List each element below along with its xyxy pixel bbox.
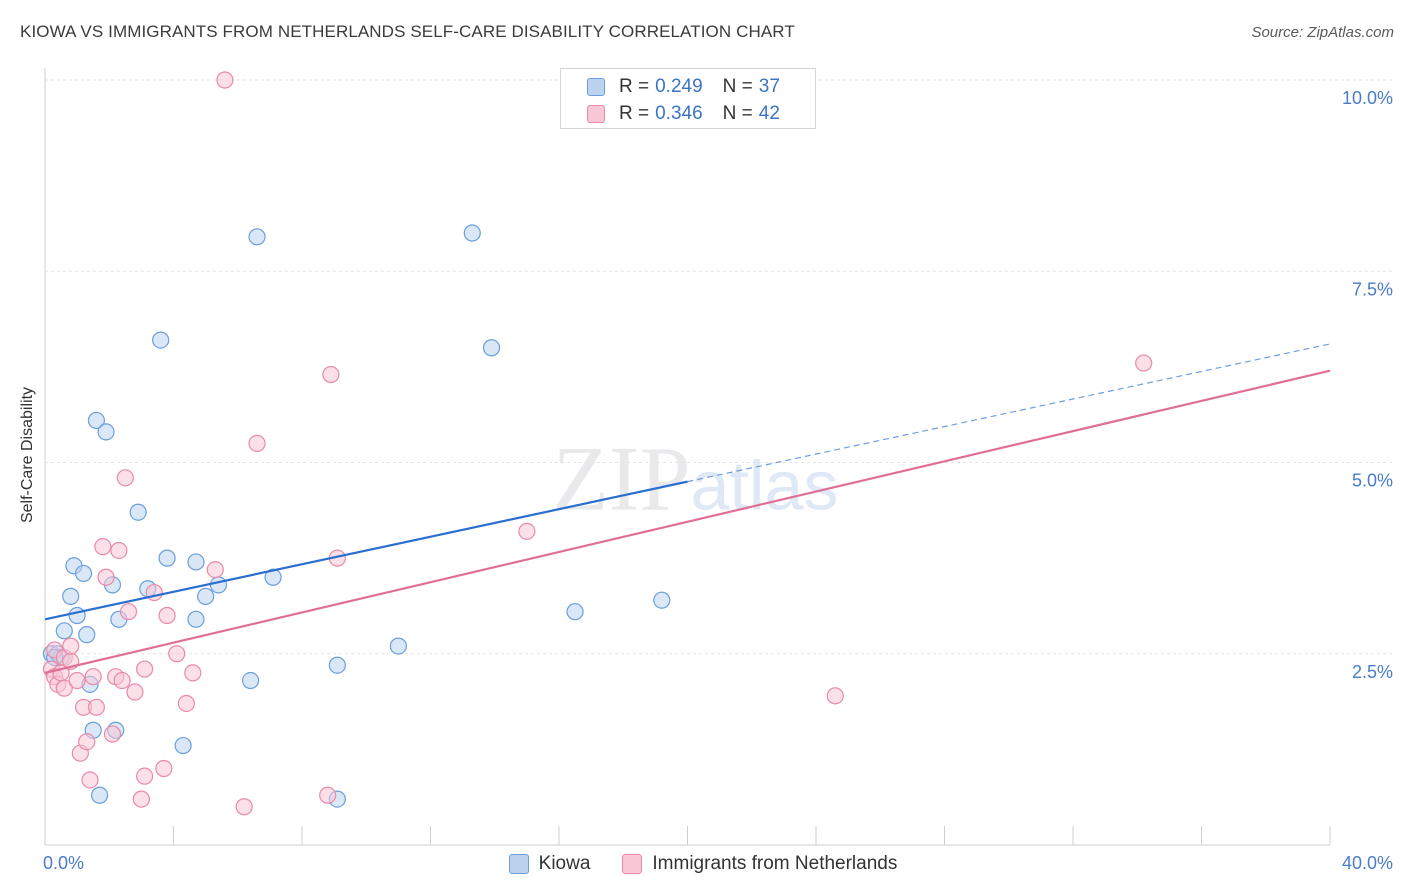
netherlands-point (155, 759, 173, 778)
source-label: Source: ZipAtlas.com (1251, 24, 1394, 41)
kiowa-point (152, 331, 170, 349)
netherlands-point (826, 687, 844, 705)
legend-item-netherlands[interactable]: Immigrants from Netherlands (622, 853, 897, 875)
netherlands-point (119, 603, 138, 621)
kiowa-point (328, 656, 346, 674)
netherlands-point (68, 671, 86, 690)
kiowa-point (264, 568, 282, 586)
netherlands-point (158, 606, 176, 625)
netherlands-point (62, 637, 80, 655)
netherlands-point (168, 645, 186, 663)
kiowa-point (174, 736, 192, 755)
n-label: N = (722, 76, 753, 97)
netherlands-point (177, 694, 195, 713)
y-tick-label: 7.5% (1352, 279, 1393, 299)
netherlands-point (81, 771, 99, 789)
netherlands-point (518, 522, 536, 540)
legend-label-kiowa: Kiowa (538, 853, 591, 874)
legend-swatch-netherlands (622, 854, 643, 874)
netherlands-point (84, 668, 102, 686)
netherlands-point (184, 664, 202, 682)
y-tick-label: 10.0% (1342, 88, 1393, 108)
kiowa-point (187, 610, 205, 628)
kiowa-point (97, 423, 115, 441)
kiowa-point (158, 549, 176, 567)
watermark-atlas: atlas (691, 447, 839, 525)
netherlands-point (216, 71, 234, 89)
legend-swatch-kiowa (508, 854, 529, 874)
netherlands-point (235, 798, 253, 816)
kiowa-r-value: 0.249 (655, 76, 703, 97)
y-tick-label: 5.0% (1352, 471, 1393, 491)
netherlands-point (103, 725, 122, 743)
kiowa-n-value: 37 (758, 76, 780, 97)
chart-title: KIOWA VS IMMIGRANTS FROM NETHERLANDS SEL… (20, 22, 795, 41)
kiowa-point (566, 603, 584, 621)
kiowa-point (209, 576, 228, 594)
n-label: N = (722, 103, 753, 124)
kiowa-point (248, 228, 266, 246)
kiowa-point (482, 339, 501, 357)
kiowa-point (91, 786, 109, 804)
kiowa-point (242, 671, 260, 690)
netherlands-point (135, 660, 154, 678)
legend-item-kiowa[interactable]: Kiowa (508, 853, 591, 875)
kiowa-point (78, 626, 96, 644)
netherlands-point (116, 469, 134, 487)
netherlands-point (87, 698, 106, 716)
watermark-zip: ZIP (553, 428, 691, 530)
legend-label-netherlands: Immigrants from Netherlands (652, 853, 898, 874)
netherlands-point (1135, 354, 1153, 372)
netherlands-point (126, 683, 144, 701)
netherlands-point (55, 679, 73, 697)
kiowa-point (55, 622, 73, 640)
x-tick-label: 40.0% (1342, 853, 1393, 873)
r-label: R = (619, 76, 650, 97)
netherlands-point (132, 790, 150, 808)
kiowa-point (62, 587, 80, 605)
x-tick-label: 0.0% (43, 853, 84, 873)
netherlands-point (97, 568, 115, 586)
netherlands-n-value: 42 (758, 103, 780, 124)
stats-row-netherlands: R = 0.346 N = 42 (587, 102, 780, 126)
y-tick-label: 2.5% (1352, 662, 1393, 682)
netherlands-point (322, 365, 340, 384)
netherlands-swatch (587, 105, 605, 123)
kiowa-point (389, 637, 407, 655)
netherlands-point (113, 671, 131, 690)
kiowa-point (129, 503, 147, 521)
legend: Kiowa Immigrants from Netherlands (0, 852, 1406, 876)
netherlands-point (206, 560, 224, 579)
kiowa-point (187, 553, 205, 571)
netherlands-point (94, 538, 112, 556)
netherlands-trend-line (44, 369, 1331, 674)
netherlands-point (78, 733, 96, 751)
stats-box: R = 0.249 N = 37 R = 0.346 N = 42 (560, 68, 816, 129)
netherlands-point (135, 767, 154, 785)
r-label: R = (619, 103, 650, 124)
kiowa-trend-extension (687, 343, 1331, 483)
kiowa-point (197, 587, 215, 605)
netherlands-point (248, 434, 266, 452)
watermark: ZIPatlas (553, 428, 839, 530)
kiowa-swatch (587, 78, 605, 96)
stats-row-kiowa: R = 0.249 N = 37 (587, 75, 780, 99)
kiowa-point (74, 564, 93, 583)
netherlands-r-value: 0.346 (655, 103, 703, 124)
kiowa-point (68, 606, 86, 625)
kiowa-trend-line (44, 480, 688, 621)
netherlands-point (110, 541, 128, 560)
netherlands-point (319, 786, 337, 804)
kiowa-point (653, 591, 671, 609)
kiowa-point (463, 224, 481, 242)
kiowa-point (87, 411, 106, 430)
